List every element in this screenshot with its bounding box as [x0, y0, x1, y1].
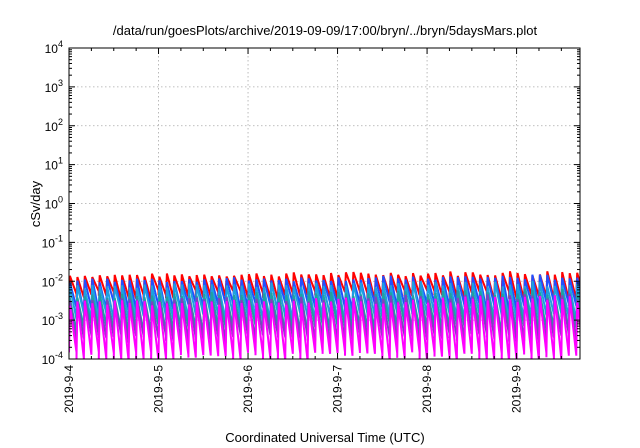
- y-tick-label: 10-4: [42, 350, 63, 367]
- x-axis-label: Coordinated Universal Time (UTC): [225, 430, 424, 445]
- y-tick-label: 100: [45, 195, 63, 212]
- y-tick-label: 10-2: [42, 272, 63, 289]
- y-tick-label: 10-1: [42, 233, 63, 250]
- series-group: [69, 271, 580, 359]
- y-axis: 10-4 10-3 10-2 10-1 100 101 102 103 104: [42, 39, 580, 367]
- y-tick-label: 102: [45, 117, 63, 134]
- x-axis: 2019-9-4 2019-9-5 2019-9-6 2019-9-7 2019-9-8…: [62, 48, 562, 413]
- y-tick-label: 103: [45, 78, 63, 95]
- y-tick-label: 101: [45, 156, 63, 173]
- x-tick-label: 2019-9-7: [331, 365, 345, 413]
- series-line: [69, 295, 580, 359]
- y-tick-label: 10-3: [42, 311, 63, 328]
- y-axis-label: cSv/day: [28, 180, 43, 227]
- x-tick-label: 2019-9-9: [510, 365, 524, 413]
- x-tick-label: 2019-9-5: [152, 365, 166, 413]
- y-tick-label: 104: [45, 39, 63, 56]
- x-tick-label: 2019-9-4: [62, 365, 76, 413]
- x-tick-label: 2019-9-6: [241, 365, 255, 413]
- chart-title: /data/run/goesPlots/archive/2019-09-09/1…: [113, 23, 538, 38]
- x-tick-label: 2019-9-8: [420, 365, 434, 413]
